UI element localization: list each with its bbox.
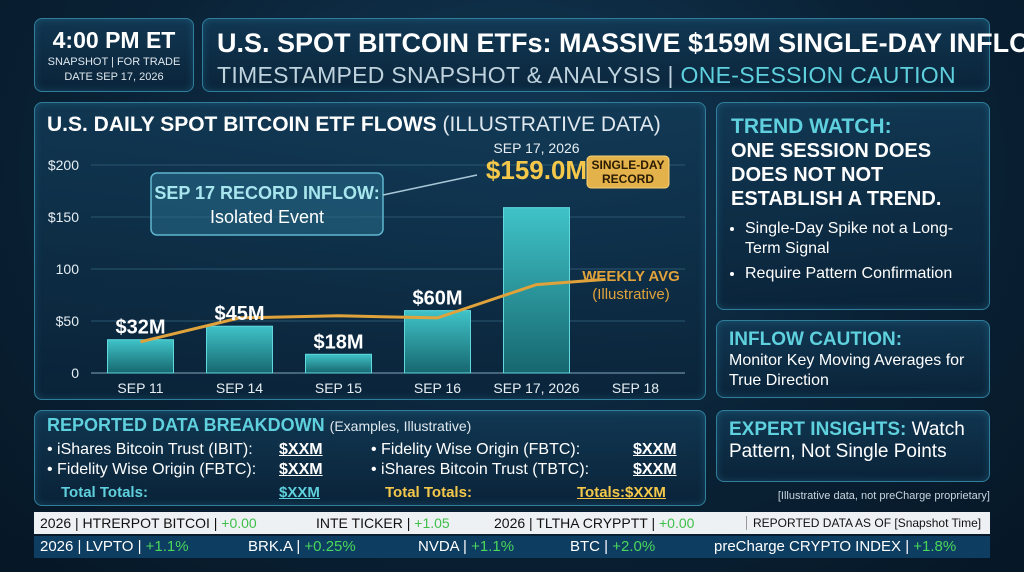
trend-bullet: Require Pattern Confirmation: [745, 264, 975, 284]
data-label: $60M: [412, 288, 462, 310]
bar: [503, 207, 570, 374]
breakdown-row: • iShares Bitcoin Trust (IBIT):: [47, 441, 253, 458]
data-label: $18M: [313, 331, 363, 353]
trend-watch-panel: TREND WATCH: ONE SESSION DOES DOES NOT N…: [716, 102, 990, 310]
ticker-item: NVDA | +1.1%: [418, 538, 515, 555]
caution-body: Monitor Key Moving Averages for True Dir…: [729, 352, 965, 389]
chart-title-main: U.S. DAILY SPOT BITCOIN ETF FLOWS: [47, 113, 437, 136]
chart-panel: $200 $150 100 $50 0 WEEKLY AVG (Illustrative)…: [34, 102, 706, 400]
title-panel: U.S. SPOT BITCOIN ETFs: MASSIVE $159M SI…: [202, 18, 1024, 92]
ticker-item: BTC | +2.0%: [570, 538, 656, 555]
data-label: $32M: [115, 317, 165, 339]
ticker-item: INTE TICKER | +1.05: [316, 515, 450, 531]
trend-bullets: Single-Day Spike not a Long-Term Signal …: [731, 219, 975, 284]
expert-title: EXPERT INSIGHTS:: [729, 419, 907, 440]
weekly-avg-line: [140, 277, 606, 344]
x-tick-label: SEP 15: [315, 380, 362, 396]
y-tick-label: $200: [48, 157, 79, 173]
peak-value-label: $159.0M: [486, 155, 587, 185]
trend-body: ONE SESSION DOES DOES NOT NOT ESTABLISH …: [731, 140, 942, 210]
ticker-item: BRK.A | +0.25%: [248, 538, 356, 555]
left-total-value: $XXM: [279, 484, 320, 501]
ticker-item: 2026 | LVPTO | +1.1%: [40, 538, 189, 555]
peak-date-label: SEP 17, 2026: [493, 140, 579, 156]
breakdown-heading: REPORTED DATA BREAKDOWN (Examples, Illus…: [47, 415, 693, 436]
weekly-avg-label: WEEKLY AVG: [582, 268, 680, 285]
ticker-bar-bottom: 2026 | LVPTO | +1.1% BRK.A | +0.25% NVDA…: [34, 536, 990, 558]
callout-body: Isolated Event: [210, 207, 324, 227]
breakdown-row: • Fidelity Wise Origin (FBTC):: [371, 441, 581, 458]
ticker-asof: REPORTED DATA AS OF [Snapshot Time]: [746, 516, 981, 530]
caution-title: INFLOW CAUTION:: [729, 329, 903, 350]
right-total-value: Totals:$XXM: [577, 484, 666, 501]
inflow-caution-panel: INFLOW CAUTION: Monitor Key Moving Avera…: [716, 320, 990, 398]
callout-title: SEP 17 RECORD INFLOW:: [154, 183, 379, 203]
ticker-bar-top: 2026 | HTRERPOT BITCOI | +0.00 INTE TICK…: [34, 512, 990, 534]
flows-chart: $200 $150 100 $50 0 WEEKLY AVG(Illustrative)…: [48, 140, 685, 396]
fund-name: Fidelity Wise Origin (FBTC):: [381, 441, 581, 458]
bar: [305, 353, 372, 374]
ticker-item: 2026 | TLTHA CRYPPTT | +0.00: [494, 515, 695, 531]
bar: [206, 325, 273, 374]
subtitle-part-1: TIMESTAMPED SNAPSHOT & ANALYSIS |: [217, 62, 681, 88]
timestamp-time: 4:00 PM ET: [52, 27, 176, 53]
trend-title: TREND WATCH:: [731, 115, 892, 138]
timestamp-panel: 4:00 PM ET SNAPSHOT | FOR TRADE DATE SEP…: [34, 18, 194, 92]
snapshot-line-1: SNAPSHOT | FOR TRADE: [47, 56, 181, 68]
x-tick-label: SEP 17, 2026: [493, 380, 579, 396]
breakdown-row: • iShares Bitcoin Trust (TBTC):: [371, 461, 590, 478]
left-total-label: Total Totals:: [61, 484, 148, 501]
data-breakdown-panel: REPORTED DATA BREAKDOWN (Examples, Illus…: [34, 410, 706, 506]
record-badge: [586, 155, 670, 189]
data-label: $45M: [214, 303, 264, 325]
trend-bullet: Single-Day Spike not a Long-Term Signal: [745, 219, 975, 259]
snapshot-line-2: DATE SEP 17, 2026: [64, 71, 164, 83]
chart-title: U.S. DAILY SPOT BITCOIN ETF FLOWS (ILLUS…: [47, 113, 661, 137]
page-title: U.S. SPOT BITCOIN ETFs: MASSIVE $159M SI…: [217, 28, 1024, 58]
y-tick-label: 100: [56, 261, 80, 277]
chart-title-suffix: (ILLUSTRATIVE DATA): [442, 113, 661, 136]
breakdown-subtitle: (Examples, Illustrative): [329, 418, 472, 434]
right-total-label: Total Totals:: [385, 484, 472, 501]
fund-value: $XXM: [633, 441, 677, 458]
callout-box: [150, 172, 384, 236]
record-badge-line1: SINGLE-DAY: [592, 158, 665, 172]
footnote: [Illustrative data, not preCharge propri…: [777, 490, 990, 502]
breakdown-row: • Fidelity Wise Origin (FBTC):: [47, 461, 257, 478]
y-tick-label: $150: [48, 209, 79, 225]
expert-body: Watch Pattern, Not Single Points: [729, 419, 965, 462]
ticker-item: preCharge CRYPTO INDEX | +1.8%: [714, 538, 957, 555]
expert-insights-panel: EXPERT INSIGHTS: Watch Pattern, Not Sing…: [716, 410, 990, 482]
fund-name: iShares Bitcoin Trust (TBTC):: [381, 461, 590, 478]
breakdown-title: REPORTED DATA BREAKDOWN: [47, 415, 325, 435]
x-tick-label: SEP 14: [216, 380, 263, 396]
fund-value: $XXM: [279, 441, 323, 458]
page-subtitle: TIMESTAMPED SNAPSHOT & ANALYSIS | ONE-SE…: [217, 62, 989, 89]
y-tick-label: 0: [71, 365, 79, 381]
x-tick-label: SEP 11: [117, 380, 163, 396]
fund-name: Fidelity Wise Origin (FBTC):: [57, 461, 257, 478]
bar: [107, 339, 174, 374]
y-tick-label: $50: [56, 313, 80, 329]
callout-pointer: [382, 174, 478, 196]
fund-value: $XXM: [633, 461, 677, 478]
weekly-avg-sublabel: (Illustrative): [592, 286, 670, 303]
bar: [404, 310, 471, 374]
ticker-item: 2026 | HTRERPOT BITCOI | +0.00: [40, 515, 257, 531]
fund-value: $XXM: [279, 461, 323, 478]
fund-name: iShares Bitcoin Trust (IBIT):: [57, 441, 253, 458]
subtitle-part-2: ONE-SESSION CAUTION: [680, 62, 956, 88]
record-badge-line2: RECORD: [602, 172, 654, 186]
x-tick-label: SEP 16: [414, 380, 461, 396]
x-tick-label: SEP 18: [612, 380, 659, 396]
